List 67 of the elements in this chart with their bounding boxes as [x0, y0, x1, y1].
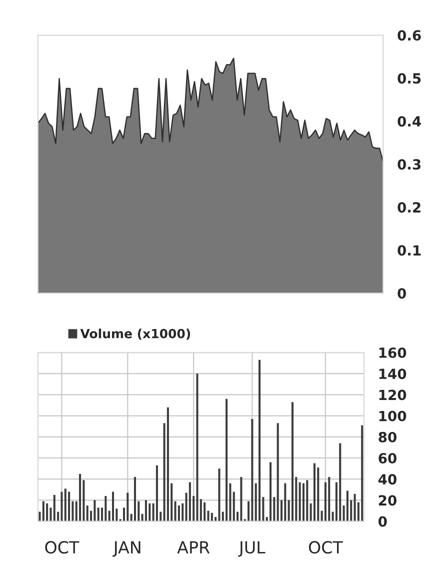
bar: [306, 480, 308, 522]
y-tick-label: 0.2: [398, 202, 420, 213]
y-tick-label: 0.3: [398, 159, 420, 170]
y-tick-label: 140: [379, 368, 406, 380]
bar: [354, 494, 356, 522]
y-tick-label: 0.6: [398, 30, 421, 41]
y-tick-label: 80: [378, 432, 396, 442]
bar: [68, 492, 70, 522]
bar: [46, 503, 48, 522]
bar: [226, 398, 228, 522]
bar: [156, 465, 158, 522]
bar: [313, 463, 316, 522]
bar: [50, 508, 52, 522]
bar: [64, 488, 66, 522]
legend-label: Volume (x1000): [80, 328, 190, 340]
bar: [134, 476, 136, 522]
bar: [42, 501, 44, 522]
bar: [346, 490, 348, 522]
bar: [270, 462, 272, 522]
bar: [86, 505, 88, 522]
bar: [178, 505, 180, 522]
x-tick-label: OCT: [308, 541, 343, 554]
bar: [188, 482, 191, 522]
y-tick-label: 120: [379, 390, 406, 400]
y-tick-label: 100: [379, 410, 406, 422]
bar: [302, 483, 304, 522]
bar: [251, 418, 254, 522]
x-tick-label: APR: [177, 541, 210, 554]
x-tick-label: JUL: [238, 541, 266, 557]
bar: [126, 492, 129, 522]
bar: [317, 467, 320, 522]
bar: [276, 423, 279, 522]
y-tick-label: 0.1: [398, 245, 421, 256]
bar: [53, 494, 56, 522]
bar: [204, 502, 206, 522]
bar: [104, 496, 107, 522]
bar: [328, 476, 330, 522]
bar: [361, 425, 364, 522]
y-tick-label: 0.5: [398, 73, 421, 84]
y-tick-label: 0: [398, 288, 406, 299]
bar: [196, 374, 198, 522]
bar: [258, 360, 261, 522]
bar: [60, 492, 63, 522]
bar: [144, 500, 147, 522]
y-tick-label: 0.4: [398, 116, 421, 127]
bar: [232, 492, 235, 522]
bar: [291, 402, 294, 522]
bar: [174, 501, 176, 522]
y-tick-label: 0: [378, 516, 387, 527]
bar: [79, 474, 82, 522]
bar: [218, 468, 220, 522]
bar: [94, 500, 96, 522]
bar: [112, 492, 114, 522]
y-tick-label: 160: [379, 347, 406, 358]
bar: [298, 482, 301, 522]
bar: [148, 503, 151, 522]
x-tick-label: OCT: [45, 541, 80, 554]
y-tick-label: 40: [378, 474, 396, 485]
y-tick-label: 60: [378, 452, 396, 464]
bar: [240, 476, 242, 522]
bar: [284, 483, 286, 522]
bar: [97, 508, 100, 522]
bar: [339, 443, 342, 522]
y-tick-label: 20: [378, 495, 396, 506]
bar: [166, 407, 169, 522]
x-tick-label: JAN: [112, 541, 140, 557]
bar: [182, 503, 184, 522]
